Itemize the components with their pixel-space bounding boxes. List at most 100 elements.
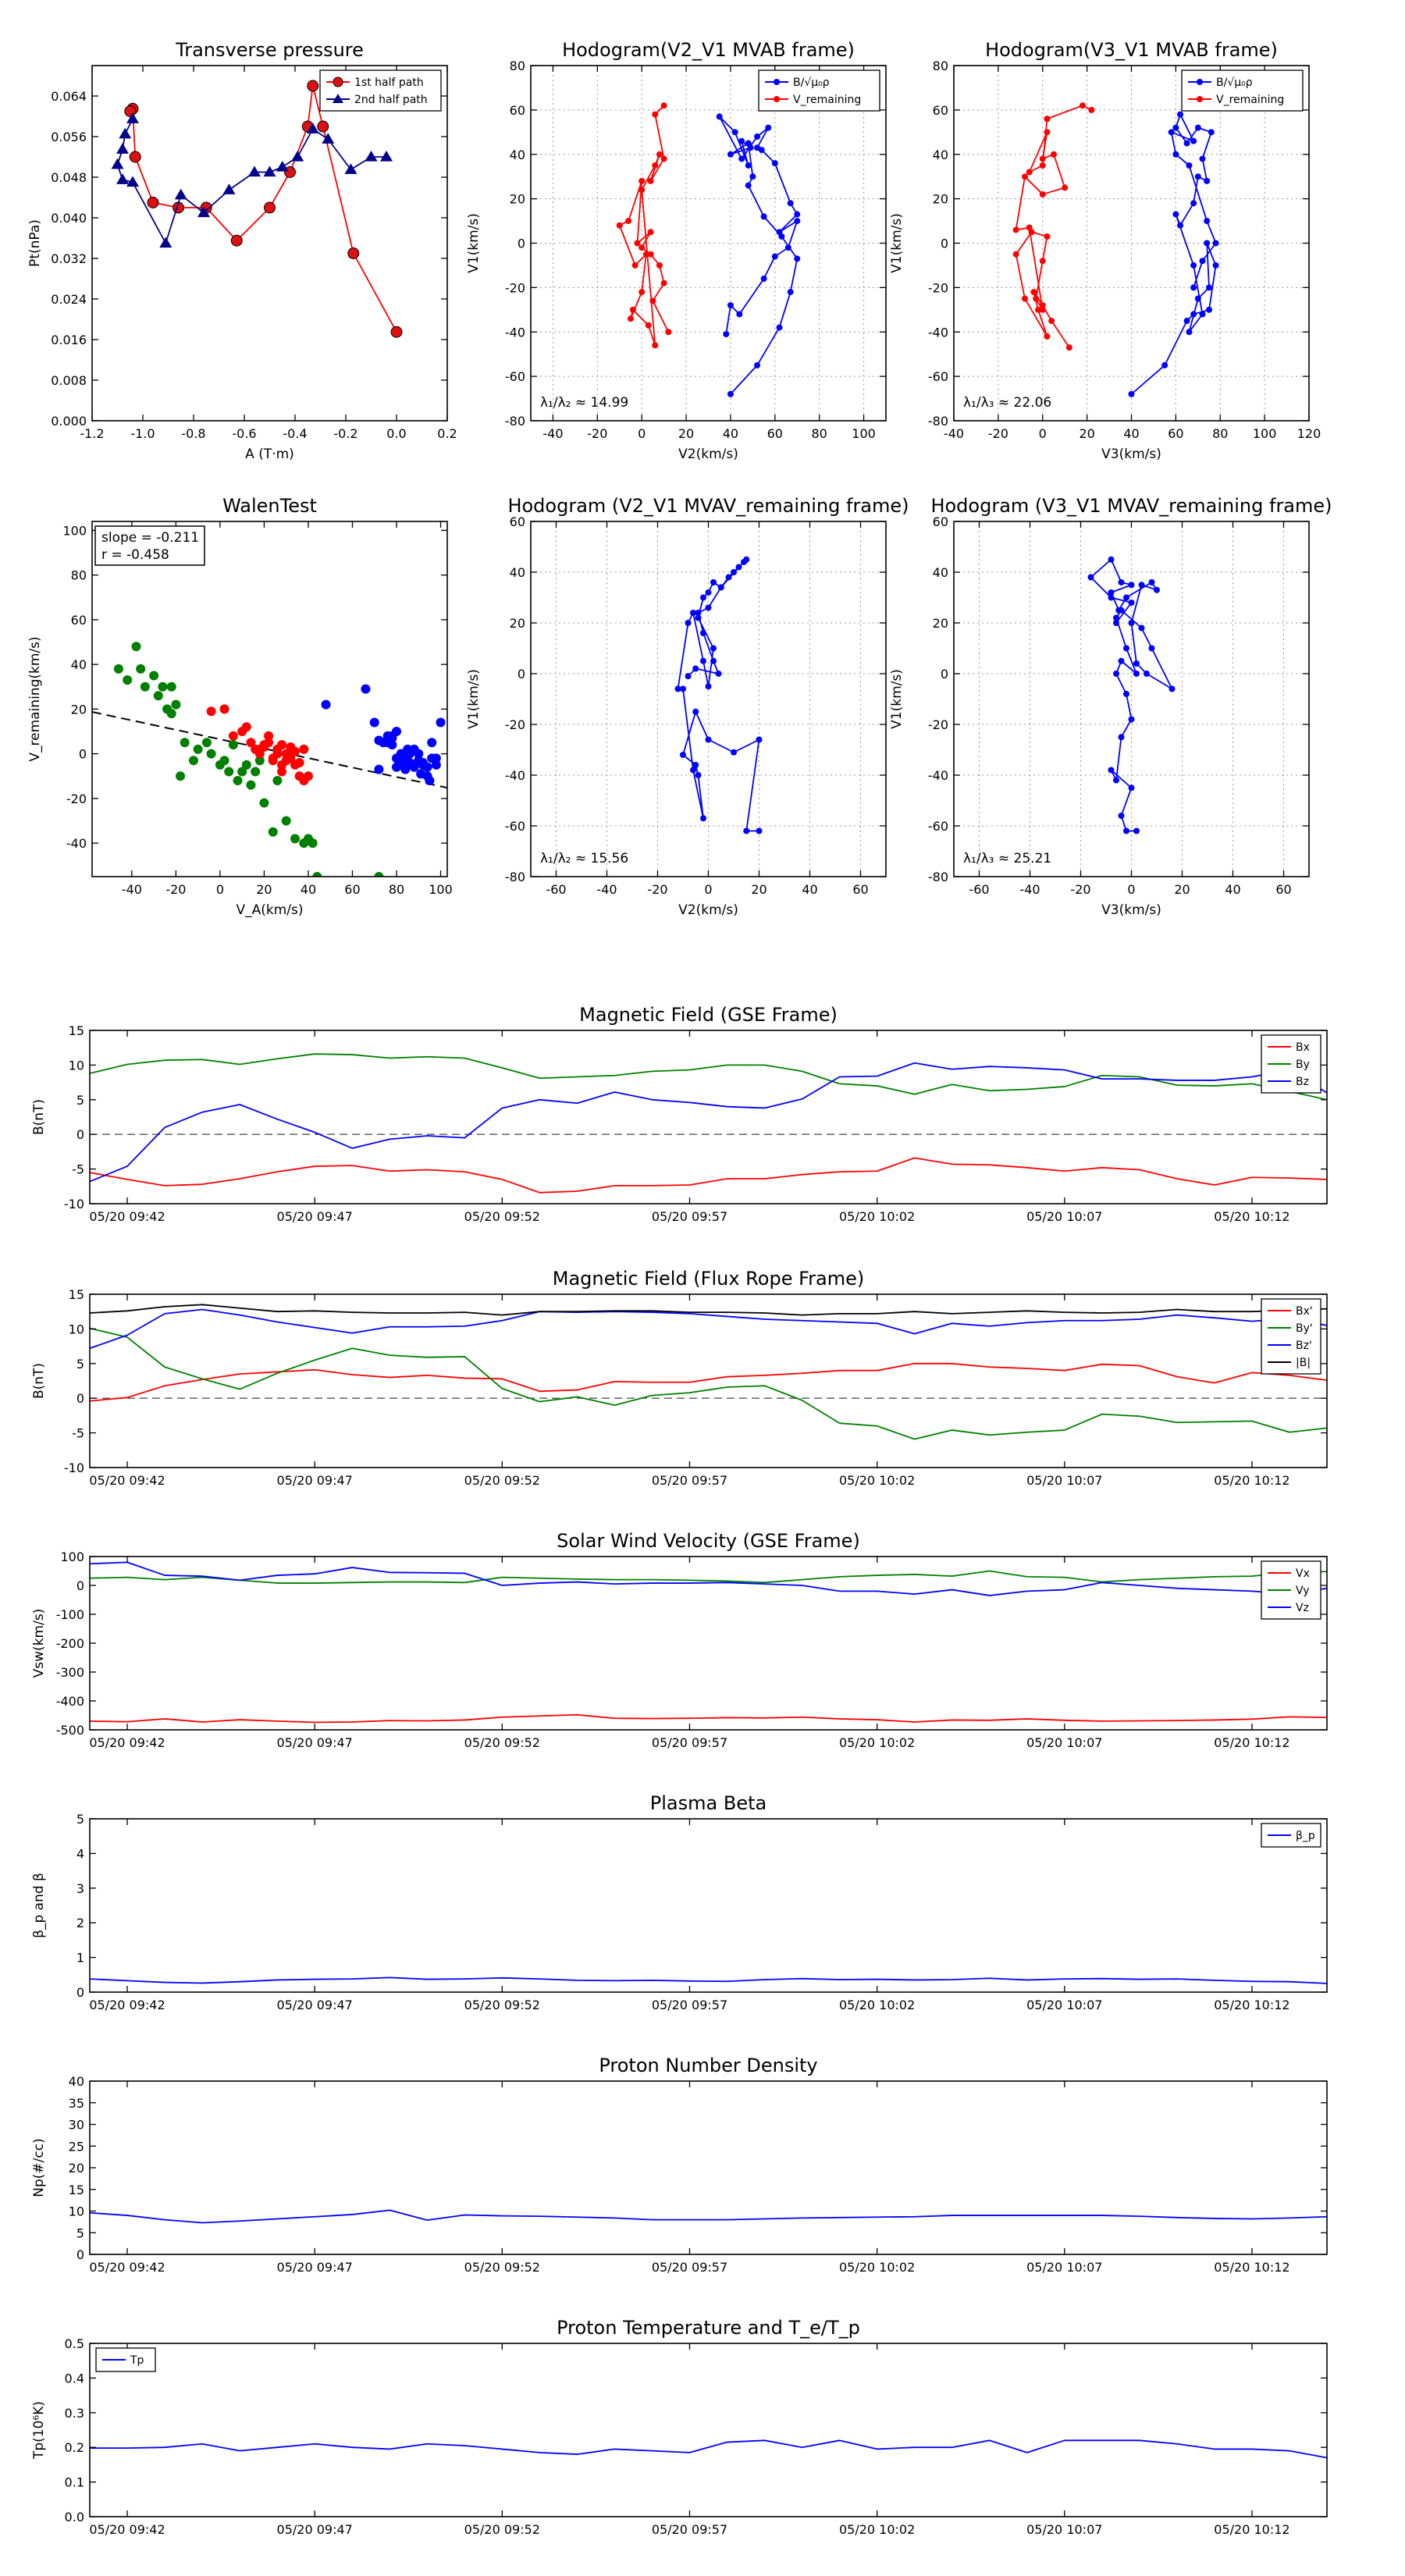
y-tick-label: 4 xyxy=(76,1846,84,1861)
x-tick-label: 05/20 10:02 xyxy=(839,1998,915,2012)
x-tick-label: 05/20 09:57 xyxy=(652,1473,727,1488)
y-axis-label: B(nT) xyxy=(31,1363,47,1399)
data-point xyxy=(692,708,699,715)
x-tick-label: 05/20 09:42 xyxy=(89,2260,165,2275)
data-point xyxy=(1133,671,1140,677)
plot-area xyxy=(90,2439,1327,2459)
data-point xyxy=(281,816,291,826)
x-tick-label: 05/20 10:12 xyxy=(1214,1998,1289,2012)
chart-np: 05/20 09:42 05/20 09:47 05/20 09:52 05/20 0… xyxy=(31,2055,1328,2275)
data-point xyxy=(174,188,187,200)
x-tick-label: 0 xyxy=(638,426,646,441)
data-point xyxy=(1044,333,1051,340)
series-line xyxy=(90,1308,1327,1350)
x-tick-label: 20 xyxy=(678,426,694,441)
x-tick-label: 05/20 10:07 xyxy=(1026,1209,1102,1224)
y-tick-label: -20 xyxy=(928,280,948,295)
y-tick-label: 5 xyxy=(76,1812,84,1827)
y-tick-label: -60 xyxy=(928,819,948,834)
x-tick-label: 05/20 09:52 xyxy=(464,1735,540,1750)
data-point xyxy=(638,177,646,184)
x-axis-label: V3(km/s) xyxy=(1101,447,1161,462)
y-tick-label: 40 xyxy=(933,565,948,580)
data-point xyxy=(1026,224,1033,231)
data-point xyxy=(140,681,150,692)
x-tick-label: 05/20 09:42 xyxy=(89,1735,165,1750)
axis-frame xyxy=(89,1293,1328,1468)
y-tick-label: 60 xyxy=(933,103,948,118)
legend-label: β_p xyxy=(1296,1830,1315,1842)
y-tick-label: 0 xyxy=(76,1985,84,2000)
chart-hodo1: -40 -20 0 20 40 60 80 100 -80 -60 -40 -20 0 20 40 60 80 H… xyxy=(466,39,887,462)
y-tick-label: -400 xyxy=(56,1694,84,1709)
x-tick-label: 05/20 09:47 xyxy=(277,1473,353,1488)
y-tick-label: 40 xyxy=(510,565,525,580)
data-point xyxy=(1118,657,1125,664)
series-line xyxy=(90,2439,1327,2459)
data-point xyxy=(1128,620,1135,626)
chart-title: Proton Temperature and T_e/T_p xyxy=(557,2317,860,2339)
x-axis-label: V3(km/s) xyxy=(1101,902,1161,918)
data-point xyxy=(1044,129,1051,136)
x-tick-label: 05/20 09:42 xyxy=(89,2522,165,2537)
data-point xyxy=(710,645,717,652)
y-tick-label: 100 xyxy=(60,1550,84,1564)
data-point xyxy=(1108,594,1115,601)
chart-hodo4: -60 -40 -20 0 20 40 60-80-60-40-200204060Hodog… xyxy=(889,495,1332,918)
data-point xyxy=(228,740,238,750)
data-point xyxy=(321,699,331,710)
data-point xyxy=(634,240,641,247)
x-tick-label: 120 xyxy=(1297,426,1321,441)
x-tick-label: 0 xyxy=(704,882,712,897)
legend-label: Vz xyxy=(1296,1602,1309,1614)
data-point xyxy=(1161,361,1168,368)
data-point xyxy=(1118,734,1125,741)
data-point xyxy=(180,738,190,748)
x-tick-label: 80 xyxy=(812,426,827,441)
x-tick-label: 40 xyxy=(802,882,817,897)
data-point xyxy=(716,113,723,120)
data-point xyxy=(652,162,659,169)
series-line xyxy=(90,1362,1327,1402)
data-point xyxy=(147,197,159,208)
data-point xyxy=(1022,295,1028,302)
y-tick-label: 80 xyxy=(933,59,948,73)
y-tick-label: -20 xyxy=(928,717,948,732)
y-tick-label: 0 xyxy=(941,237,948,251)
data-point xyxy=(246,738,256,748)
data-point xyxy=(264,731,274,741)
data-point xyxy=(625,218,632,225)
data-point xyxy=(700,657,706,664)
plot-area xyxy=(90,1976,1327,1984)
data-point xyxy=(307,80,319,92)
data-point xyxy=(291,151,304,162)
data-point xyxy=(680,685,686,692)
eigenvalue-ratio-label: λ₁/λ₂ ≈ 14.99 xyxy=(540,395,628,411)
y-tick-label: 60 xyxy=(933,514,948,529)
data-point xyxy=(645,322,652,329)
x-tick-label: 05/20 09:52 xyxy=(464,1998,540,2012)
data-point xyxy=(723,331,730,338)
data-point xyxy=(647,251,654,258)
data-point xyxy=(1026,169,1033,176)
x-tick-label: 05/20 10:07 xyxy=(1026,2260,1102,2275)
y-tick-label: 3 xyxy=(76,1881,84,1896)
data-point xyxy=(431,760,441,770)
x-tick-label: 60 xyxy=(1275,882,1291,897)
data-point xyxy=(1199,311,1206,318)
eigenvalue-ratio-label: λ₁/λ₃ ≈ 25.21 xyxy=(963,851,1051,866)
data-point xyxy=(1186,162,1193,169)
y-tick-label: 20 xyxy=(510,192,525,207)
series-line xyxy=(90,1327,1327,1440)
data-point xyxy=(158,681,168,692)
data-point xyxy=(705,683,712,690)
data-point xyxy=(749,173,756,180)
data-point xyxy=(1212,262,1219,269)
data-point xyxy=(290,834,300,844)
data-point xyxy=(776,229,783,236)
data-point xyxy=(193,744,203,754)
fit-line xyxy=(92,711,447,789)
data-point xyxy=(1190,311,1197,318)
x-axis-label: V2(km/s) xyxy=(678,902,738,918)
x-tick-label: 60 xyxy=(852,882,868,897)
